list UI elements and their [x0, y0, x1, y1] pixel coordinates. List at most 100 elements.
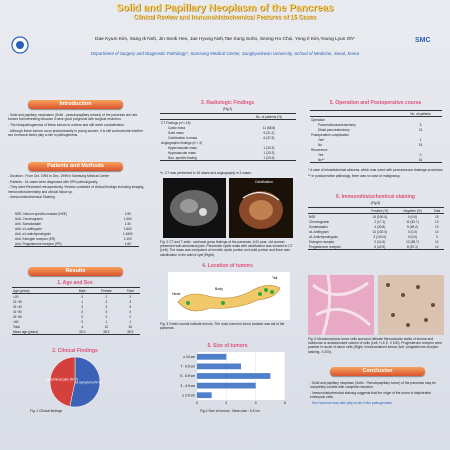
y-tick-label: ≤ 2.9 cm: [182, 393, 195, 397]
cell: 2: [105, 294, 108, 299]
header-cell: Age (years): [12, 287, 73, 294]
cell: 11 (68.8): [262, 125, 276, 130]
slice-label: No symptom (N=8): [74, 380, 102, 384]
table-row: Non- specific finding 1 (33.3): [160, 155, 296, 161]
cell: 8 (57.1): [395, 244, 430, 250]
cell: 0 (0.0): [407, 214, 418, 219]
cell: 32.0: [72, 329, 93, 335]
table-row: 21~30 1 2 3: [12, 299, 140, 304]
cell: 4: [81, 324, 84, 329]
table-row: Angiographic findings (n*= 3): [160, 140, 296, 145]
cell: 3: [435, 234, 438, 239]
bar: [197, 353, 227, 360]
radiologic-table: No. of patients (%) CT Findings (n*= 16) C…: [160, 113, 296, 161]
header-cell: Female: [92, 287, 121, 294]
cell: 2: [129, 294, 132, 299]
cell: Yes*: [318, 137, 325, 142]
bar: [197, 363, 241, 370]
table-row: α1-Antichymotrypsin 3 (100.0) 0 (0.0) 3: [308, 234, 444, 239]
bar: [197, 382, 256, 389]
cell: <20: [13, 294, 19, 299]
footnote: *n, CT was performed in 16 cases and ang…: [160, 171, 252, 175]
table-row: NSE: Neuron specific enolase (NSE) 1:90: [14, 211, 139, 216]
cell: 1: [129, 319, 132, 324]
cell: 1 (33.3): [263, 145, 275, 150]
cell: 13: [418, 127, 423, 132]
methods-text: - Duration : From Oct. 1994 to Dec. 1999…: [8, 174, 146, 201]
cell: 11 (82.7): [406, 219, 419, 224]
cell: Estrogen receptor: [309, 239, 335, 244]
cell: Distal pancreatectomy: [318, 127, 350, 132]
slice-label: Abdominal pain (N=7): [46, 378, 78, 382]
subsection-title: 6. Immunohistochemical staining: [336, 194, 415, 200]
cell: Postoperative complication: [311, 132, 350, 137]
caption: Fig. 2 CT and T-cells : sectional gross …: [160, 240, 293, 257]
cell: CT Findings (n*= 16): [161, 120, 191, 125]
pie-slice: [49, 356, 76, 407]
cell: 0: [81, 319, 84, 324]
table-row: Hypovascular mass 1 (33.3): [160, 150, 296, 155]
cell: Anti- Estrogen receptor (ER): [15, 236, 56, 241]
bar: [197, 373, 271, 379]
cell: Chromogranin: [309, 219, 330, 224]
affiliation: Department of Surgery and Diagnostic Pat…: [90, 51, 360, 56]
caption: Fig. 1 Clinical findings: [30, 409, 63, 413]
cell: 3: [129, 309, 132, 314]
paragraph: - They were Reviewed retrospectively. Re…: [8, 185, 145, 194]
table-row: Cystic mass 11 (68.8): [160, 125, 296, 130]
section-header: Results: [28, 267, 123, 276]
table-row: Pancreaticoduodenectomy 3: [310, 122, 442, 127]
y-tick-label: 7 - 9.9 cm: [180, 365, 195, 369]
pie-chart: No symptom (N=8)Abdominal pain (N=7): [46, 356, 102, 408]
cell: 1 (33.3): [241, 155, 296, 161]
paragraph: - Immunohistochemical staining suggests …: [310, 390, 431, 400]
cell: 5: [129, 304, 132, 309]
cell: >60: [13, 319, 19, 324]
paragraph: * A case of intraabdominal abscess, whic…: [308, 168, 444, 172]
location-diagram: [168, 272, 290, 320]
cell: Total: [13, 324, 20, 329]
table-row: Calcification in mass 6 (37.5): [160, 135, 296, 140]
intro-text: - Solid and papillary neoplasms (Solid -…: [8, 113, 146, 139]
header-cell: No. of patients: [399, 110, 442, 117]
cell: 0 (0.0): [407, 234, 418, 239]
subtitle: Clinical Review and Immunohistochemical …: [133, 15, 317, 21]
table-row: No** 16: [310, 157, 442, 163]
table-row: Progesterone receptor 6 (42.9) 8 (57.1) 14: [308, 244, 444, 250]
cell: No: [318, 142, 323, 147]
conclusion-text: - Solid and papillary neoplasm (Solid - …: [310, 381, 444, 407]
cell: 3: [105, 309, 108, 314]
cell: 6 (37.5): [263, 135, 275, 140]
table-row: Recurrence: [310, 147, 442, 152]
cell: 0: [81, 314, 84, 319]
subsection-title: 5. Size of tumors: [207, 343, 248, 349]
cell: 38.5: [92, 329, 121, 335]
cell: Anti- Chromogranin: [15, 216, 43, 221]
header-cell: [308, 207, 364, 214]
cell: No**: [310, 157, 400, 163]
cell: 14: [429, 244, 444, 250]
table: Positive (%) Negative (%) Total NSE 15 (100.…: [308, 207, 444, 250]
cell: Recurrence: [311, 147, 328, 152]
table-row: Anti- Somatostatin 1:30: [14, 221, 139, 226]
section-header: Introduction: [28, 100, 123, 109]
x-tick-label: 2: [225, 401, 227, 405]
table: Age (years) Male Female Total <20 0 2 2 21~30 1 2 3…: [12, 287, 140, 335]
cell: Solid mass: [168, 130, 184, 135]
cell: α1-Antichymotrypsin: [309, 234, 338, 239]
cell: 2: [105, 314, 108, 319]
cell: 2: [129, 314, 132, 319]
cell: Mean age (years): [12, 329, 73, 335]
table-row: Anti- α1-antichymotrypsin 1:1600: [14, 231, 139, 236]
section-header: Patients and Methods: [28, 162, 123, 171]
table-row: Anti- Estrogen receptor (ER) 1:100: [14, 236, 139, 241]
fig-ref: (Fig.5): [370, 201, 381, 205]
header-cell: Male: [72, 287, 93, 294]
table-header: Age (years) Male Female Total: [12, 287, 140, 294]
cell: 4 (30.8): [374, 224, 386, 229]
table-row: <20 0 2 2: [12, 294, 140, 300]
table-row: Estrogen receptor 2 (14.3) 12 (85.7) 14: [308, 239, 444, 244]
cell: 2 (17.1): [374, 219, 386, 224]
cell: 5 (31.2): [263, 130, 275, 135]
